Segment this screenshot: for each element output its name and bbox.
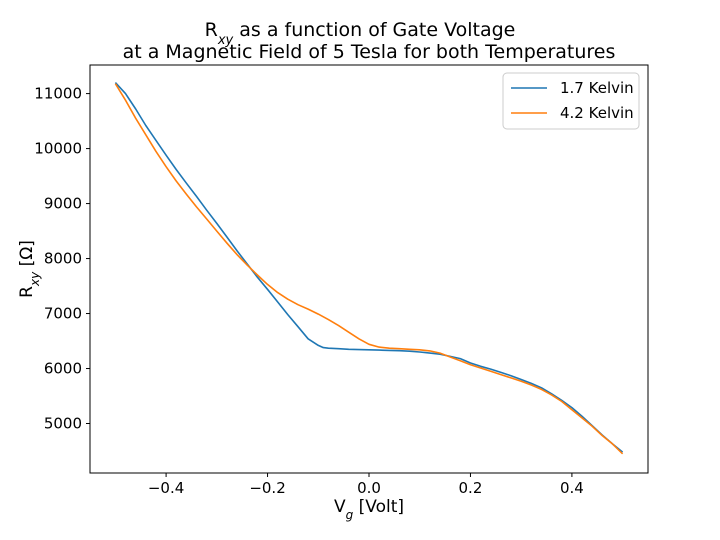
y-tick-label: 11000	[34, 85, 82, 103]
y-axis-ticks: 5000 6000 7000 8000 9000 10000 11000	[34, 85, 90, 433]
y-tick-label: 10000	[34, 140, 82, 158]
y-tick-label: 5000	[44, 415, 82, 433]
x-axis-ticks: −0.4 −0.2 0.0 0.2 0.4	[148, 473, 584, 497]
y-tick-label: 8000	[44, 250, 82, 268]
y-axis-label: Rxy [Ω]	[17, 240, 42, 298]
title-line-2: at a Magnetic Field of 5 Tesla for both …	[123, 41, 616, 63]
legend-label-4-2-kelvin: 4.2 Kelvin	[560, 104, 634, 122]
x-tick-label: 0.2	[459, 479, 483, 497]
y-tick-label: 6000	[44, 360, 82, 378]
series-line-1-7-kelvin	[114, 82, 624, 453]
y-tick-label: 9000	[44, 195, 82, 213]
x-tick-label: 0.4	[560, 479, 584, 497]
legend-label-1-7-kelvin: 1.7 Kelvin	[560, 79, 634, 97]
x-axis-label: Vg [Volt]	[334, 497, 404, 522]
x-tick-label: −0.4	[148, 479, 184, 497]
y-tick-label: 7000	[44, 305, 82, 323]
series-line-4-2-kelvin	[114, 83, 624, 455]
title-line-1: Rxy as a function of Gate Voltage	[205, 19, 516, 48]
chart-title: Rxy as a function of Gate Voltage at a M…	[123, 19, 616, 63]
series-layer	[114, 82, 624, 455]
legend: 1.7 Kelvin 4.2 Kelvin	[502, 72, 640, 130]
x-tick-label: −0.2	[249, 479, 285, 497]
legend-box	[502, 72, 640, 130]
x-tick-label: 0.0	[357, 479, 381, 497]
